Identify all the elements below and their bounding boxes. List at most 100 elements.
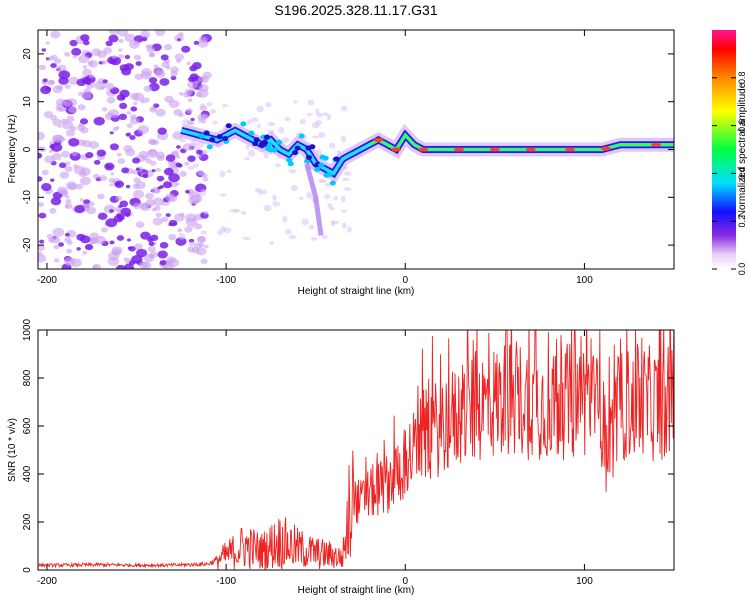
figure-title: S196.2025.328.11.17.G31 bbox=[274, 2, 437, 18]
noise-blob bbox=[102, 60, 108, 64]
noise-blob bbox=[174, 213, 185, 221]
ridge-blob bbox=[222, 136, 228, 141]
noise-blob bbox=[64, 52, 70, 57]
y-tick-label: 0 bbox=[22, 567, 33, 573]
y-tick-label: 200 bbox=[22, 513, 33, 530]
noise-blob bbox=[157, 176, 165, 182]
noise-blob bbox=[219, 171, 225, 178]
noise-blob bbox=[117, 158, 125, 164]
y-tick-label: -20 bbox=[22, 237, 33, 252]
noise-blob bbox=[124, 258, 128, 261]
noise-blob bbox=[49, 208, 56, 214]
noise-blob bbox=[110, 131, 114, 134]
noise-blob bbox=[94, 117, 105, 126]
noise-blob bbox=[105, 218, 117, 227]
ridge-hotspot bbox=[454, 148, 464, 152]
noise-blob bbox=[109, 183, 113, 186]
noise-blob bbox=[307, 113, 313, 116]
noise-blob bbox=[241, 211, 246, 215]
noise-blob bbox=[128, 247, 132, 250]
noise-blob bbox=[344, 187, 351, 190]
noise-blob bbox=[145, 158, 152, 163]
noise-blob bbox=[285, 229, 292, 235]
noise-blob bbox=[54, 258, 60, 262]
noise-blob bbox=[132, 158, 140, 164]
noise-blob bbox=[309, 225, 315, 229]
noise-blob bbox=[97, 150, 106, 157]
noise-blob bbox=[68, 106, 77, 113]
noise-blob bbox=[347, 226, 352, 232]
noise-blob bbox=[117, 215, 124, 221]
ridge-hotspot bbox=[601, 147, 611, 151]
noise-blob bbox=[186, 62, 190, 65]
noise-blob bbox=[49, 144, 55, 148]
noise-blob bbox=[190, 118, 194, 121]
noise-blob bbox=[42, 170, 49, 175]
noise-blob bbox=[153, 217, 163, 225]
noise-blob bbox=[89, 74, 94, 78]
ridge-blob bbox=[209, 137, 215, 142]
ridge-blob bbox=[262, 140, 268, 145]
noise-blob bbox=[59, 107, 64, 111]
noise-blob bbox=[72, 152, 78, 156]
noise-blob bbox=[100, 86, 104, 89]
noise-blob bbox=[64, 84, 70, 89]
noise-blob bbox=[244, 157, 250, 161]
noise-blob bbox=[152, 140, 159, 145]
y-tick-label: -10 bbox=[22, 190, 33, 205]
ridge-blob bbox=[314, 167, 320, 172]
noise-blob bbox=[109, 27, 120, 35]
noise-blob bbox=[192, 222, 200, 229]
noise-blob bbox=[318, 132, 325, 138]
noise-blob bbox=[275, 164, 281, 168]
noise-blob bbox=[285, 117, 290, 122]
noise-blob bbox=[109, 240, 114, 244]
noise-blob bbox=[95, 236, 106, 244]
ridge-blob bbox=[318, 163, 324, 168]
noise-blob bbox=[168, 234, 176, 240]
ridge-blob bbox=[323, 156, 329, 161]
ridge-blob bbox=[217, 134, 223, 139]
noise-blob bbox=[230, 209, 237, 212]
noise-blob bbox=[164, 168, 174, 176]
x-tick-label: 100 bbox=[576, 576, 593, 587]
ridge-blob bbox=[309, 144, 315, 149]
noise-blob bbox=[159, 78, 169, 86]
noise-blob bbox=[278, 127, 284, 134]
noise-blob bbox=[85, 244, 93, 250]
noise-blob bbox=[169, 100, 180, 108]
noise-blob bbox=[308, 100, 315, 106]
ridge-tail bbox=[307, 164, 321, 236]
noise-blob bbox=[89, 141, 99, 149]
noise-blob bbox=[140, 203, 151, 212]
y-tick-label: 0 bbox=[22, 146, 33, 152]
ridge-blob bbox=[276, 140, 282, 145]
noise-blob bbox=[35, 254, 46, 262]
noise-blob bbox=[119, 114, 127, 120]
noise-blob bbox=[103, 79, 108, 83]
noise-blob bbox=[300, 119, 306, 124]
noise-blob bbox=[85, 152, 93, 158]
noise-blob bbox=[196, 155, 202, 158]
noise-blob bbox=[114, 181, 124, 188]
noise-blob bbox=[126, 111, 131, 114]
noise-blob bbox=[126, 133, 131, 137]
noise-blob bbox=[197, 170, 204, 176]
noise-blob bbox=[142, 174, 148, 179]
noise-blob bbox=[39, 65, 46, 70]
noise-blob bbox=[108, 109, 119, 118]
noise-blob bbox=[181, 46, 190, 53]
noise-blob bbox=[80, 235, 90, 243]
noise-blob bbox=[272, 201, 280, 206]
noise-blob bbox=[269, 241, 273, 245]
noise-blob bbox=[63, 100, 72, 107]
noise-blob bbox=[156, 168, 161, 172]
noise-blob bbox=[179, 171, 187, 177]
spectrogram-xlabel: Height of straight line (km) bbox=[298, 286, 415, 297]
noise-blob bbox=[188, 76, 195, 82]
noise-blob bbox=[93, 265, 98, 269]
noise-blob bbox=[248, 150, 255, 157]
noise-blob bbox=[203, 177, 209, 182]
noise-blob bbox=[142, 97, 149, 103]
ridge-hotspot bbox=[391, 148, 401, 152]
